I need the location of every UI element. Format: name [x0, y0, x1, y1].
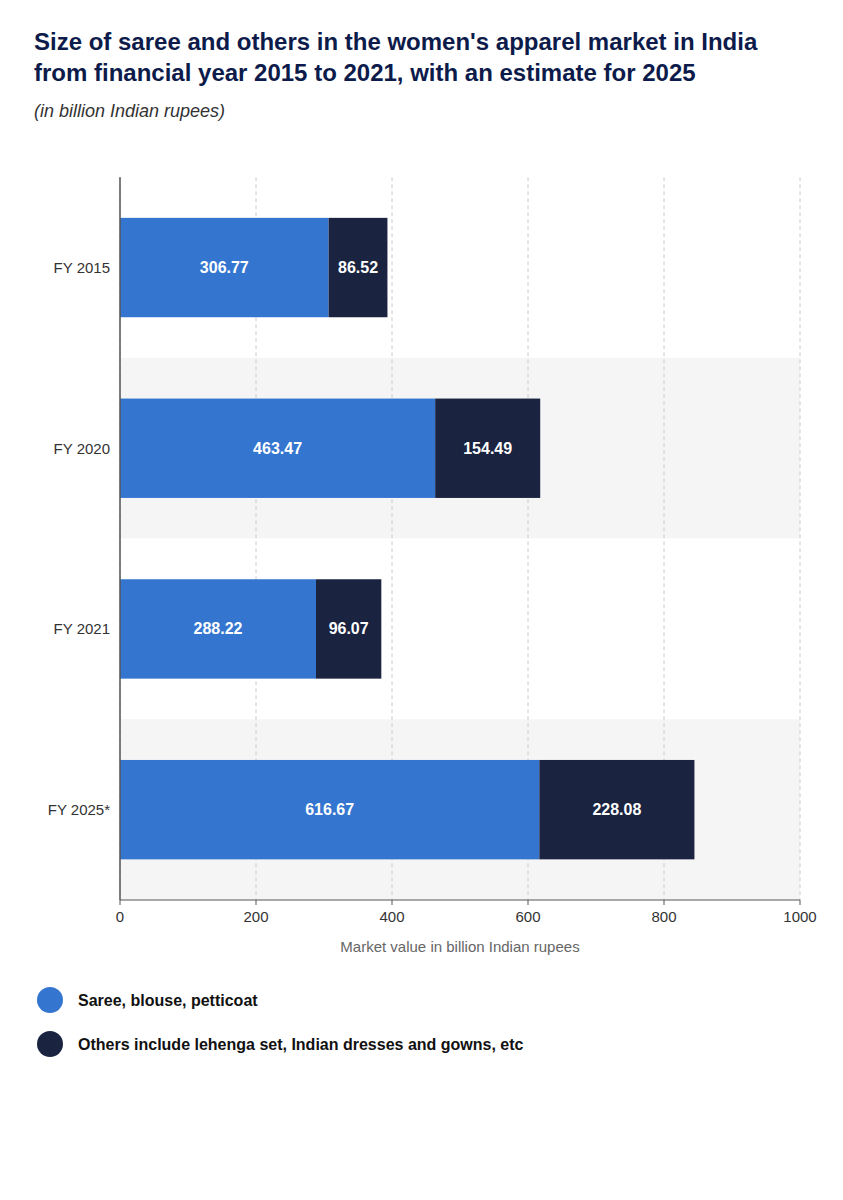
x-tick-label: 0 — [116, 908, 124, 925]
x-axis — [120, 900, 800, 901]
data-label: 228.08 — [592, 801, 641, 818]
bar — [329, 218, 388, 317]
grid-line — [800, 177, 801, 900]
y-tick-label: FY 2021 — [54, 620, 110, 637]
data-label: 616.67 — [305, 801, 354, 818]
data-label: 86.52 — [338, 259, 378, 276]
x-tick-label: 600 — [515, 908, 540, 925]
data-label: 306.77 — [200, 259, 249, 276]
bar — [539, 760, 694, 859]
x-tick-label: 200 — [243, 908, 268, 925]
chart: Size of saree and others in the women's … — [0, 0, 843, 1200]
tick-mark — [664, 900, 665, 905]
bar — [120, 399, 435, 498]
grid-line — [120, 177, 121, 900]
bars — [120, 218, 694, 859]
x-tick-label: 400 — [379, 908, 404, 925]
x-tick-label: 800 — [651, 908, 676, 925]
row-background — [120, 358, 800, 539]
bar — [120, 579, 316, 678]
subtitle: (in billion Indian rupees) — [34, 101, 225, 121]
bar — [120, 760, 539, 859]
bar — [120, 218, 329, 317]
tick-mark — [256, 900, 257, 905]
background — [0, 0, 843, 1200]
legend-label: Others include lehenga set, Indian dress… — [78, 1036, 524, 1053]
title: Size of saree and others in the women's … — [34, 28, 758, 86]
tick-mark — [392, 900, 393, 905]
y-tick-label: FY 2015 — [54, 259, 110, 276]
row-background — [120, 177, 800, 358]
legend-swatch — [37, 1031, 63, 1057]
bar — [435, 399, 540, 498]
y-tick-label: FY 2020 — [54, 440, 110, 457]
tick-mark — [800, 900, 801, 905]
data-label: 154.49 — [463, 440, 512, 457]
tick-mark — [528, 900, 529, 905]
bar — [316, 579, 381, 678]
tick-mark — [120, 900, 121, 905]
title-line: Size of saree and others in the women's … — [34, 28, 758, 55]
data-label: 463.47 — [253, 440, 302, 457]
x-tick-label: 1000 — [783, 908, 816, 925]
title-line: from financial year 2015 to 2021, with a… — [34, 59, 696, 86]
y-tick-label: FY 2025* — [48, 801, 110, 818]
data-label: 96.07 — [329, 620, 369, 637]
row-background — [120, 539, 800, 720]
data-labels: 306.77 86.52 463.47 154.49 288.22 96.07 616.67… — [194, 259, 642, 818]
y-axis — [119, 177, 121, 900]
legend-swatch — [37, 987, 63, 1013]
x-axis-label: Market value in billion Indian rupees — [340, 938, 579, 955]
legend-label: Saree, blouse, petticoat — [78, 992, 258, 1009]
row-background — [120, 719, 800, 900]
data-label: 288.22 — [194, 620, 243, 637]
